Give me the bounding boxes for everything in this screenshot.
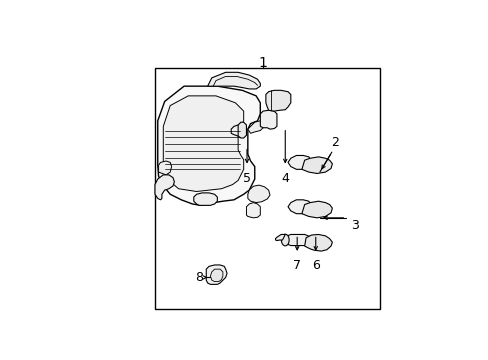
Polygon shape [247,185,269,203]
Polygon shape [238,122,246,138]
Polygon shape [260,110,276,129]
Polygon shape [282,234,312,246]
Text: 1: 1 [258,56,267,70]
Text: 8: 8 [195,271,203,284]
Polygon shape [246,203,260,218]
Polygon shape [265,90,290,111]
Text: 2: 2 [330,135,338,149]
Polygon shape [155,175,174,200]
Text: 4: 4 [281,172,288,185]
Polygon shape [301,201,332,218]
Bar [155,68,379,309]
Polygon shape [207,72,260,89]
Text: 7: 7 [293,260,301,273]
Polygon shape [158,86,260,205]
Ellipse shape [281,234,288,246]
Text: 3: 3 [350,219,358,232]
Polygon shape [275,234,285,240]
Polygon shape [301,157,332,174]
Text: 6: 6 [311,260,319,273]
Polygon shape [231,125,246,136]
Polygon shape [287,156,311,169]
Polygon shape [206,265,226,284]
Polygon shape [287,200,311,214]
Polygon shape [247,121,263,133]
Text: 5: 5 [243,172,250,185]
Polygon shape [163,96,243,192]
Polygon shape [304,234,332,251]
Polygon shape [193,193,217,205]
Polygon shape [210,269,223,282]
Polygon shape [158,161,171,175]
